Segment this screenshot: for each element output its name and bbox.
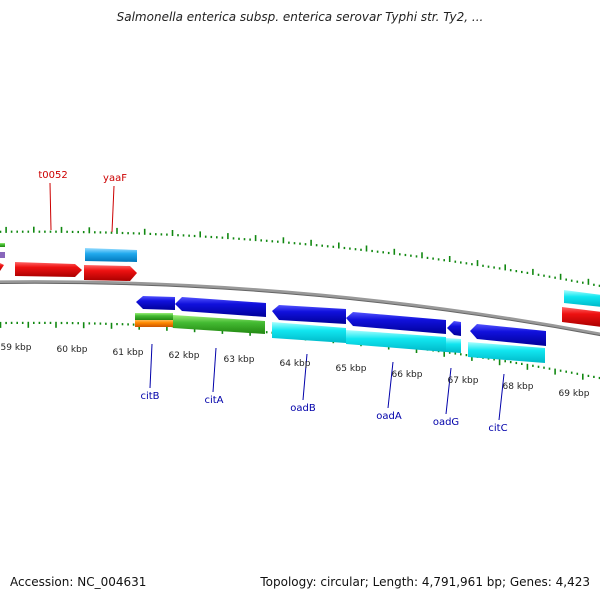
gene-label-t0052[interactable]: t0052 [38, 170, 67, 181]
gene-citA-arrow[interactable] [175, 297, 266, 317]
scale-label: 68 kbp [503, 382, 534, 392]
gene-green-small[interactable] [135, 313, 173, 320]
gene-label-leaders [49, 182, 505, 421]
scale-labels: 59 kbp 60 kbp 61 kbp 62 kbp 63 kbp 64 kb… [1, 343, 590, 399]
gene-cyan-right[interactable] [564, 290, 600, 307]
scale-label: 59 kbp [1, 343, 32, 353]
gene-citB-arrow[interactable] [136, 296, 175, 310]
scale-label: 61 kbp [113, 348, 144, 358]
gene-yaaF-arrow[interactable] [84, 265, 137, 281]
gene-fragment-green[interactable] [0, 243, 5, 247]
gene-citC-arrow[interactable] [470, 324, 546, 346]
gene-label-yaaF[interactable]: yaaF [103, 173, 127, 184]
gene-red-arrow-1[interactable] [15, 262, 82, 277]
gene-oadA-arrow[interactable] [346, 312, 446, 334]
gene-fragment-purple[interactable] [0, 252, 5, 258]
gene-green-long[interactable] [173, 315, 265, 334]
scale-label: 64 kbp [280, 359, 311, 369]
scale-label: 60 kbp [57, 345, 88, 355]
scale-label: 66 kbp [392, 370, 423, 380]
scale-label: 65 kbp [336, 364, 367, 374]
gene-label-citB[interactable]: citB [140, 391, 159, 402]
gene-label-oadG[interactable]: oadG [433, 417, 459, 428]
lower-strand-genes [135, 296, 546, 363]
scale-label: 67 kbp [448, 376, 479, 386]
gene-label-citC[interactable]: citC [488, 423, 507, 434]
genome-backbone-shade [0, 282, 600, 337]
gene-label-oadA[interactable]: oadA [376, 411, 402, 422]
gene-oadG-arrow[interactable] [447, 321, 461, 336]
genome-summary-text: Topology: circular; Length: 4,791,961 bp… [260, 575, 590, 589]
gene-orange-small[interactable] [135, 320, 173, 327]
accession-text: Accession: NC_004631 [10, 575, 147, 589]
gene-arrow-left-edge[interactable] [0, 263, 4, 271]
gene-cyan-4[interactable] [468, 342, 545, 363]
scale-label: 63 kbp [224, 355, 255, 365]
genome-backbone [0, 280, 600, 336]
gene-t0052-arrow[interactable] [85, 248, 137, 262]
gene-cyan-3[interactable] [446, 338, 461, 353]
gene-oadB-arrow[interactable] [272, 305, 346, 324]
gene-red-right[interactable] [562, 307, 600, 327]
scale-label: 69 kbp [559, 389, 590, 399]
gene-cyan-2[interactable] [346, 330, 446, 352]
gene-label-citA[interactable]: citA [204, 395, 223, 406]
scale-label: 62 kbp [169, 351, 200, 361]
upper-tick-track [0, 226, 600, 287]
gene-cyan-1[interactable] [272, 322, 346, 343]
upper-strand-genes [0, 243, 600, 327]
gene-label-oadB[interactable]: oadB [290, 403, 316, 414]
map-title: Salmonella enterica subsp. enterica sero… [116, 10, 484, 24]
